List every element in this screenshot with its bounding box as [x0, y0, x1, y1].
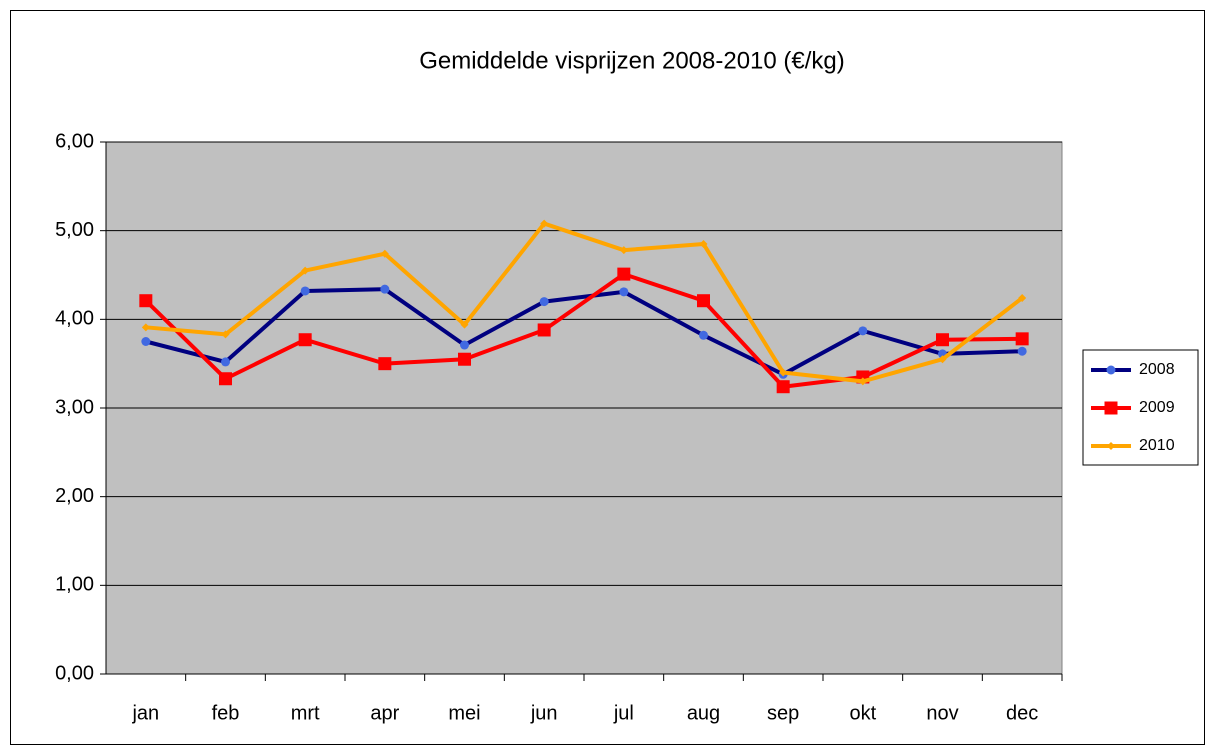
legend-label: 2009	[1139, 399, 1175, 416]
x-tick-label: mei	[448, 702, 480, 724]
data-point	[380, 249, 389, 258]
data-point	[699, 239, 708, 248]
data-point	[139, 294, 153, 308]
data-point	[619, 287, 629, 297]
y-tick-label: 0,00	[55, 662, 94, 684]
y-tick-label: 1,00	[55, 574, 94, 596]
y-tick-label: 6,00	[55, 130, 94, 152]
data-point	[298, 333, 312, 347]
data-point	[141, 337, 151, 346]
x-tick-label: nov	[926, 702, 958, 724]
data-point	[539, 297, 549, 307]
data-point	[938, 355, 947, 364]
data-point	[300, 286, 310, 296]
data-point	[540, 219, 549, 228]
data-point	[699, 330, 708, 340]
data-point	[776, 380, 790, 394]
data-point	[617, 267, 631, 281]
data-point	[458, 352, 471, 366]
legend-label: 2008	[1139, 361, 1175, 378]
legend-marker	[1107, 442, 1115, 450]
x-tick-label: feb	[212, 702, 240, 724]
data-point	[378, 357, 392, 371]
data-point	[380, 284, 390, 294]
y-tick-label: 4,00	[55, 308, 94, 330]
x-tick-label: jan	[131, 702, 159, 724]
x-tick-label: mrt	[291, 702, 320, 724]
y-tick-label: 2,00	[55, 485, 94, 507]
x-tick-label: apr	[370, 702, 399, 724]
x-tick-label: aug	[687, 702, 720, 724]
data-point	[936, 333, 949, 347]
chart-title: Gemiddelde visprijzen 2008-2010 (€/kg)	[419, 47, 845, 74]
x-tick-label: jul	[613, 702, 634, 724]
data-point	[1015, 332, 1029, 346]
y-tick-label: 3,00	[55, 396, 94, 418]
data-point	[460, 340, 469, 350]
data-point	[221, 330, 230, 339]
y-tick-label: 5,00	[55, 219, 94, 241]
data-point	[619, 246, 628, 255]
x-tick-label: okt	[849, 702, 876, 724]
data-point	[1017, 346, 1027, 356]
data-point	[219, 372, 232, 386]
data-point	[301, 266, 310, 275]
data-point	[858, 326, 868, 336]
legend-marker	[1104, 401, 1118, 415]
data-point	[1018, 294, 1027, 303]
legend-marker	[1106, 365, 1116, 375]
data-point	[537, 323, 551, 337]
data-point	[858, 377, 867, 386]
data-point	[221, 357, 230, 367]
data-point	[697, 294, 710, 308]
x-tick-label: dec	[1006, 702, 1038, 724]
x-tick-label: sep	[767, 702, 799, 724]
data-point	[141, 323, 150, 332]
data-point	[460, 320, 469, 329]
series-line	[145, 221, 1024, 384]
x-tick-label: jun	[530, 702, 558, 724]
data-point	[779, 368, 788, 377]
series-line	[145, 287, 1023, 377]
legend-label: 2010	[1139, 437, 1175, 454]
series-line	[144, 272, 1023, 389]
